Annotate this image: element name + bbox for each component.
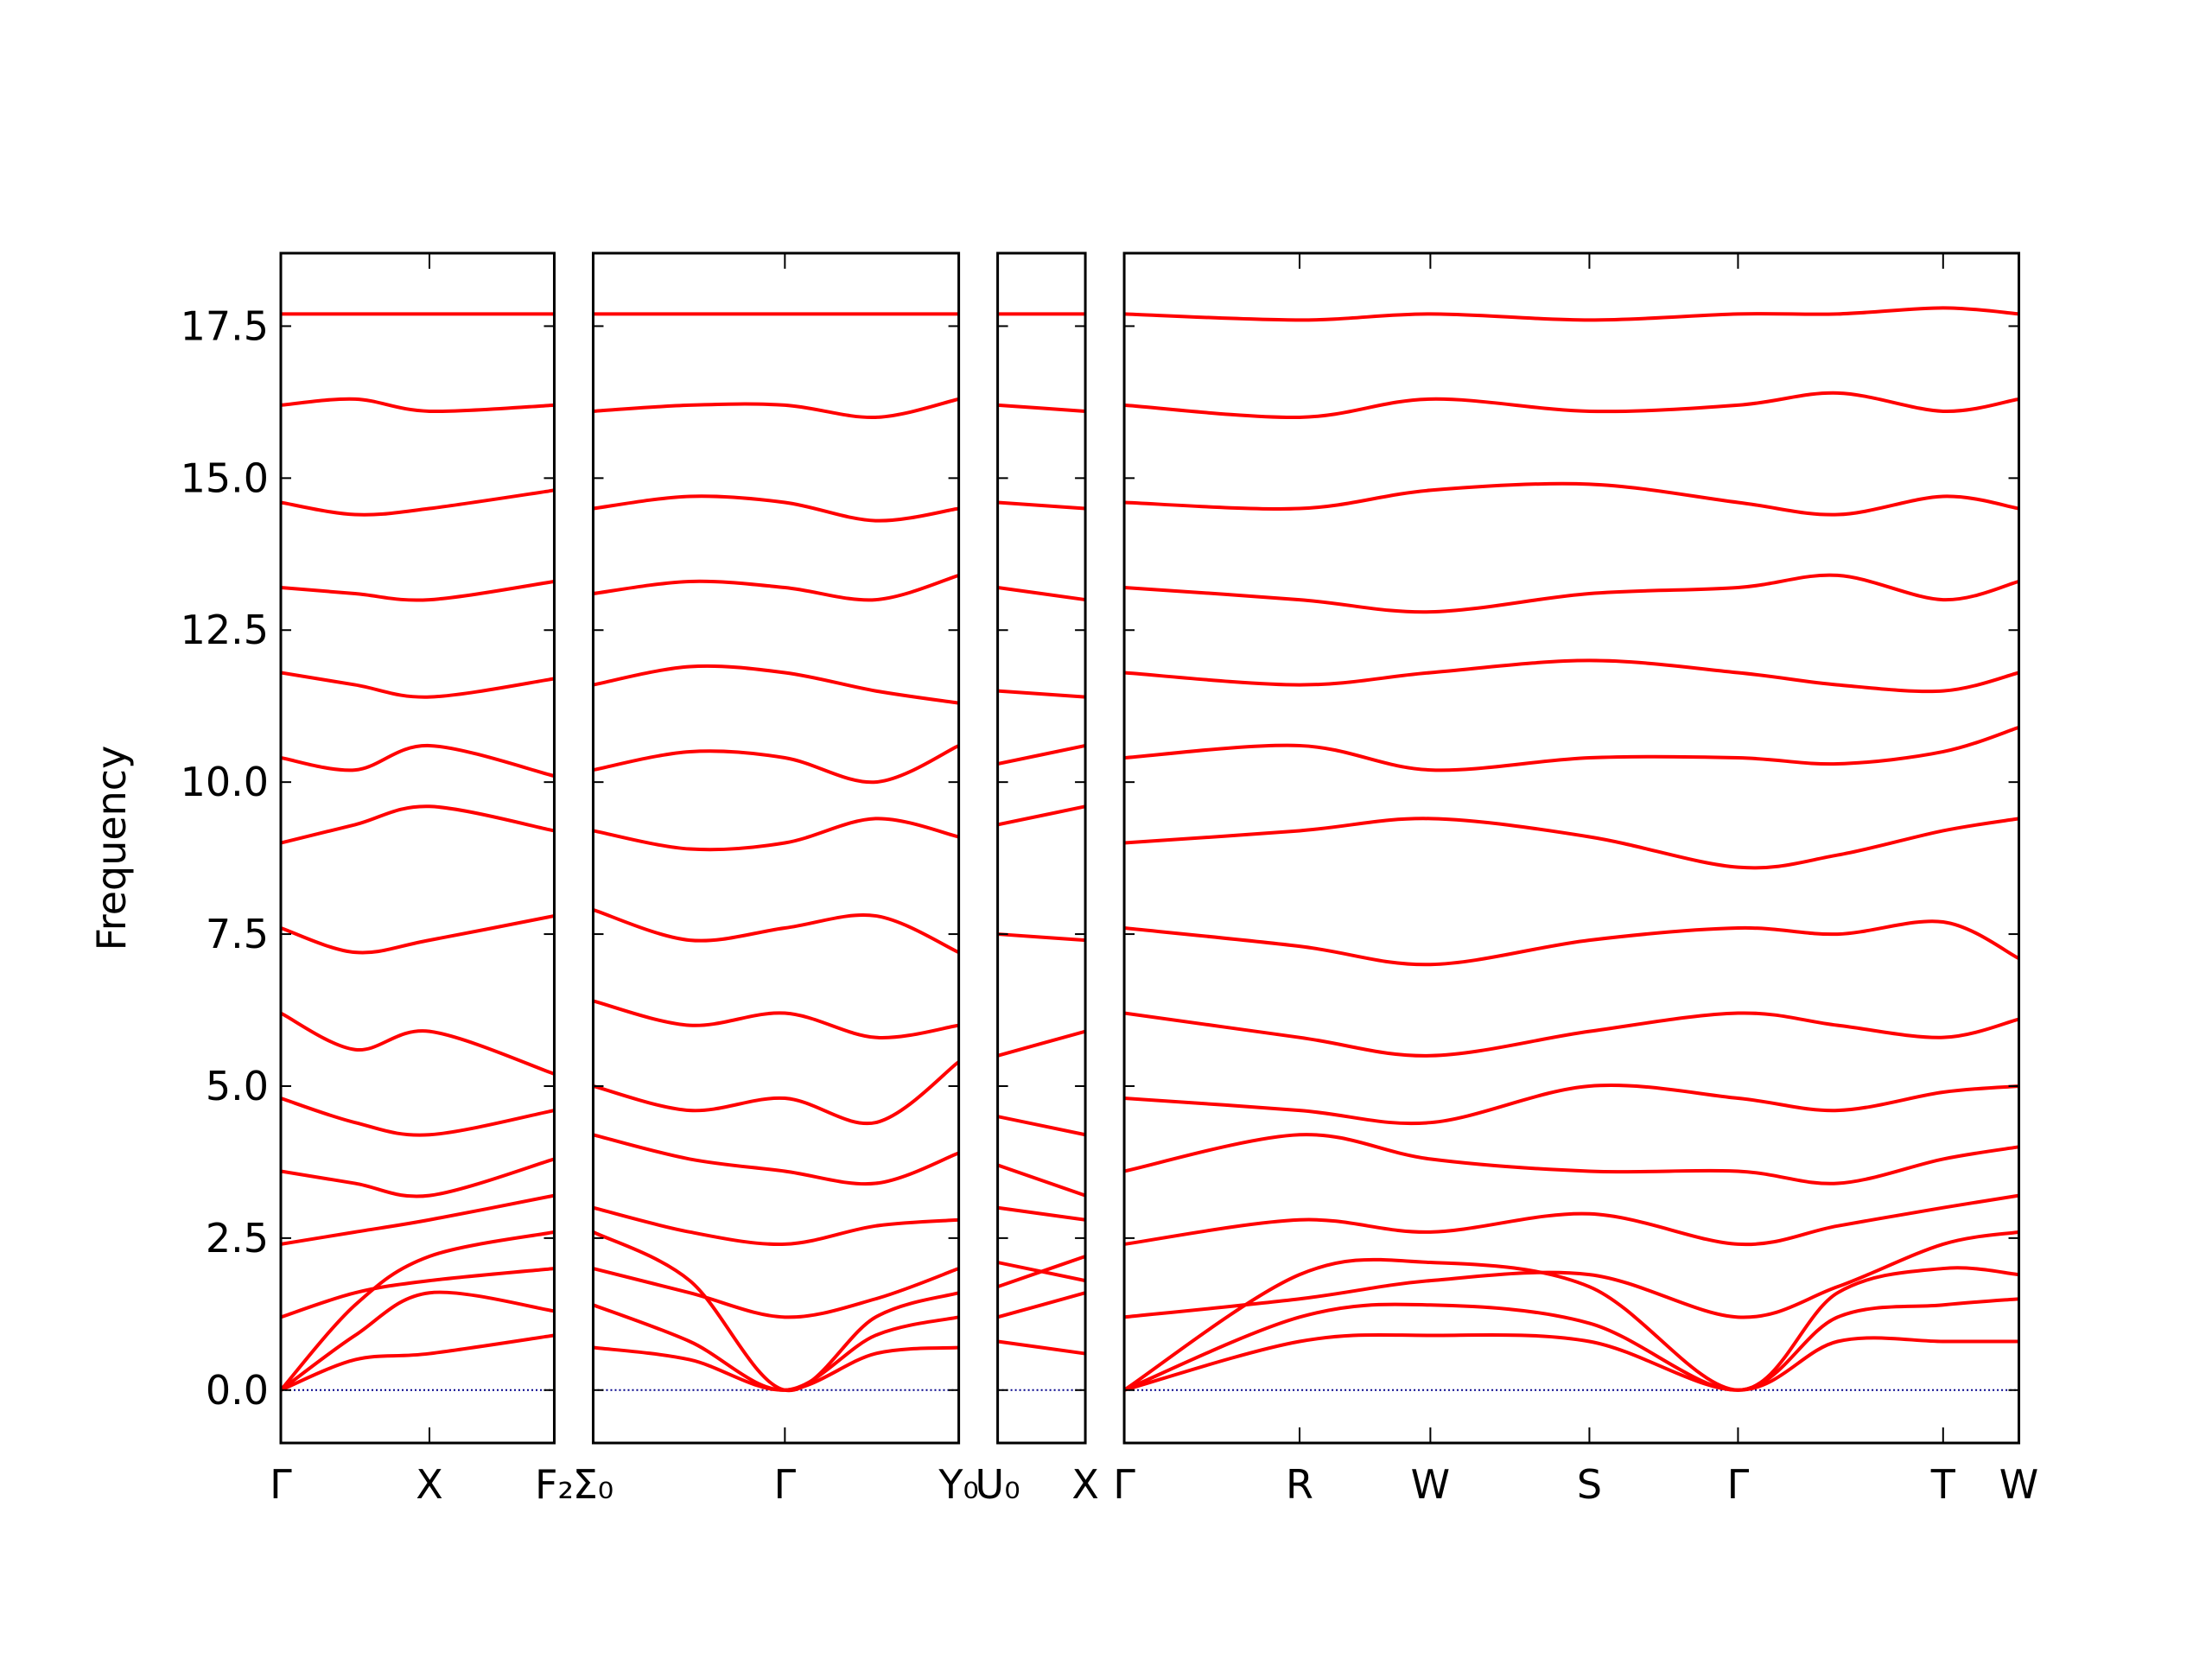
band-line <box>1124 1084 2019 1126</box>
band-line <box>281 1267 555 1319</box>
band-line <box>1124 481 2019 517</box>
x-tick-label: Σ₀ <box>573 1461 614 1508</box>
axes-frame <box>279 251 556 1445</box>
x-tick-label: Y₀ <box>938 1461 979 1508</box>
x-tick-label: F₂ <box>535 1461 574 1508</box>
band-line <box>1124 391 2019 420</box>
band-line <box>997 1339 1086 1356</box>
panel: U₀ X <box>976 251 1099 1508</box>
band-line <box>281 488 555 517</box>
band-line <box>997 804 1086 827</box>
x-tick-label: X <box>416 1461 443 1508</box>
y-tick-label: 5.0 <box>206 1063 269 1109</box>
band-line <box>593 664 959 705</box>
band-line <box>593 999 959 1039</box>
x-tick-label: W <box>1411 1461 1450 1508</box>
band-line <box>997 932 1086 943</box>
band-line <box>281 1193 555 1246</box>
y-axis-label: Frequency <box>88 746 135 951</box>
band-line <box>997 403 1086 413</box>
band-line <box>593 1267 959 1319</box>
band-line <box>1124 1230 2019 1319</box>
band-line <box>281 1011 555 1076</box>
y-tick-label: 15.0 <box>181 454 269 501</box>
x-tick-label: Γ <box>1727 1461 1750 1508</box>
band-line <box>593 1060 959 1126</box>
band-line <box>593 494 959 523</box>
band-line <box>593 397 959 419</box>
band-line <box>997 689 1086 699</box>
band-line <box>1124 306 2019 322</box>
band-line <box>281 1290 555 1392</box>
band-line <box>281 913 555 955</box>
x-tick-label: Γ <box>1113 1461 1135 1508</box>
band-line <box>997 500 1086 511</box>
band-line <box>997 1115 1086 1137</box>
x-tick-label: U₀ <box>976 1461 1020 1508</box>
x-tick-label: T <box>1930 1461 1956 1508</box>
axes-frame <box>996 251 1087 1445</box>
panel: 0.0 2.5 5.0 7.5 10.0 12.5 15.0 17.5 Γ X F₂ Frequenc… <box>88 251 574 1508</box>
band-line <box>997 586 1086 602</box>
band-line <box>593 1205 959 1247</box>
band-line <box>593 1230 959 1393</box>
band-line <box>1124 919 2019 967</box>
band-line <box>997 1163 1086 1198</box>
x-tick-label: Γ <box>270 1461 292 1508</box>
band-line <box>281 671 555 699</box>
band-line <box>281 804 555 845</box>
y-tick-label: 17.5 <box>181 302 269 349</box>
band-line <box>1124 817 2019 870</box>
band-line <box>281 1096 555 1137</box>
band-line <box>1124 1257 2019 1392</box>
band-line <box>281 1230 555 1392</box>
band-line <box>997 743 1086 766</box>
band-line <box>1124 1193 2019 1247</box>
y-tick-label: 12.5 <box>181 607 269 653</box>
band-line <box>997 1205 1086 1222</box>
band-line <box>1124 1133 2019 1185</box>
panel: Σ₀ Γ Y₀ <box>573 251 979 1508</box>
x-tick-label: R <box>1286 1461 1313 1508</box>
band-line <box>1124 658 2019 694</box>
band-line <box>593 1133 959 1186</box>
band-line <box>1124 1297 2019 1392</box>
band-line <box>997 1291 1086 1319</box>
y-tick-label: 0.0 <box>206 1367 269 1414</box>
band-line <box>593 574 959 602</box>
band-line <box>593 908 959 955</box>
x-tick-label: X <box>1071 1461 1099 1508</box>
band-line <box>281 397 555 414</box>
band-line <box>1124 1332 2019 1392</box>
band-line <box>281 579 555 602</box>
band-line <box>1124 1011 2019 1058</box>
band-line <box>281 1333 555 1392</box>
band-line <box>1124 573 2019 614</box>
y-tick-label: 2.5 <box>206 1215 269 1262</box>
axes-frame <box>591 251 961 1445</box>
band-line <box>1124 725 2019 772</box>
band-line <box>593 817 959 852</box>
y-tick-label: 7.5 <box>206 911 269 957</box>
band-line <box>997 1029 1086 1058</box>
y-tick-label: 10.0 <box>181 759 269 805</box>
axes-frame <box>1122 251 2021 1445</box>
band-line <box>281 1157 555 1198</box>
x-tick-label: Γ <box>774 1461 797 1508</box>
band-line <box>997 1261 1086 1283</box>
band-line <box>593 1345 959 1392</box>
band-line <box>281 743 555 779</box>
x-tick-label: S <box>1577 1461 1602 1508</box>
band-line <box>593 744 959 785</box>
x-tick-label: W <box>1999 1461 2038 1508</box>
